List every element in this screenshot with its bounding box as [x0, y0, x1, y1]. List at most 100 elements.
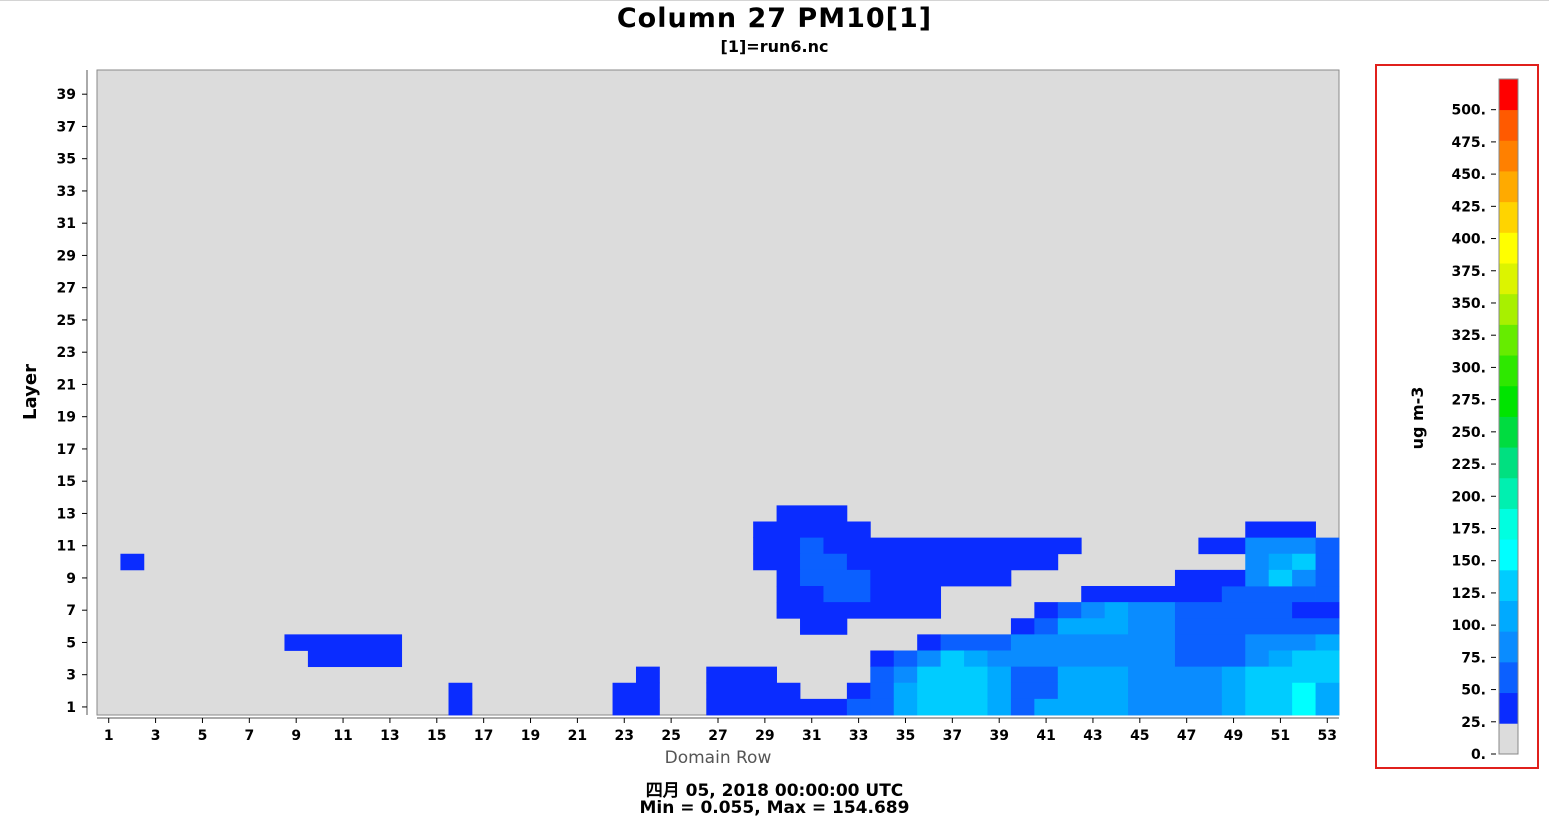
x-tick-label: 11	[333, 728, 352, 744]
heatmap-cell	[800, 537, 824, 555]
legend-swatch	[1499, 416, 1518, 448]
x-tick-label: 7	[244, 728, 254, 744]
y-tick-label: 37	[57, 119, 76, 135]
heatmap-cell	[800, 569, 871, 587]
heatmap-cell	[1268, 650, 1293, 668]
y-tick-label: 19	[57, 410, 76, 426]
heatmap-cell	[917, 650, 942, 668]
heatmap-cell	[1268, 553, 1293, 571]
x-tick-label: 3	[151, 728, 161, 744]
heatmap-cell	[1010, 650, 1176, 668]
heatmap-cell	[1174, 569, 1246, 587]
heatmap-cell	[1010, 666, 1059, 684]
heatmap-cell	[940, 650, 965, 668]
heatmap-cell	[1221, 682, 1246, 700]
heatmap-cell	[1245, 569, 1270, 587]
legend-swatch	[1499, 385, 1518, 417]
heatmap-cell	[1034, 698, 1129, 716]
heatmap-cell	[1315, 553, 1340, 571]
legend-swatch	[1499, 661, 1518, 694]
heatmap-cell	[823, 586, 871, 603]
legend-tick-label: 125.	[1451, 586, 1486, 602]
y-tick-label: 23	[57, 345, 76, 361]
top-divider	[0, 0, 1549, 1]
heatmap-cell	[800, 618, 848, 635]
y-tick-label: 13	[57, 506, 76, 522]
legend-tick-label: 50.	[1461, 683, 1486, 699]
heatmap-cell	[706, 682, 801, 700]
heatmap-cell	[284, 634, 403, 651]
axes: 1 3 5 7 9 11 13 15 17 19 21 23 25 27 29 31 33 35 37 39 41 43 4…	[57, 70, 1339, 744]
x-tick-label: 25	[661, 728, 680, 744]
heatmap-cell	[987, 666, 1012, 684]
heatmap-cell	[1245, 521, 1316, 539]
legend-swatch	[1499, 109, 1518, 141]
legend-swatch	[1499, 293, 1518, 325]
legend-tick-label: 300.	[1451, 360, 1486, 376]
x-tick-label: 51	[1271, 728, 1290, 744]
legend-tick-label: 150.	[1451, 554, 1486, 570]
heatmap-cell	[776, 569, 801, 587]
heatmap-cell	[120, 553, 145, 571]
heatmap-cell	[1221, 698, 1246, 716]
legend-tick-label: 225.	[1451, 457, 1486, 473]
heatmap-cell	[1245, 682, 1293, 700]
y-tick-label: 3	[66, 668, 76, 684]
x-tick-label: 43	[1083, 728, 1102, 744]
heatmap-cell	[917, 634, 942, 651]
heatmap-cell	[776, 602, 942, 619]
x-tick-label: 45	[1130, 728, 1149, 744]
legend-tick-label: 375.	[1451, 264, 1486, 280]
legend-swatch	[1499, 723, 1518, 755]
heatmap-cell	[893, 666, 918, 684]
x-tick-label: 15	[427, 728, 446, 744]
heatmap-cell	[1057, 682, 1129, 700]
x-tick-label: 37	[943, 728, 962, 744]
x-tick-label: 21	[568, 728, 587, 744]
chart-subtitle: [1]=run6.nc	[720, 37, 829, 56]
heatmap-cell	[1010, 698, 1035, 716]
heatmap-cell	[1292, 682, 1316, 700]
heatmap-cell	[753, 537, 801, 555]
heatmap-cell	[1010, 618, 1035, 635]
heatmap-cell	[1057, 618, 1129, 635]
heatmap-cell	[1292, 602, 1340, 619]
legend-swatch	[1499, 447, 1518, 479]
heatmap-cell	[846, 682, 871, 700]
legend-swatch	[1499, 569, 1518, 601]
y-tick-label: 11	[57, 539, 76, 555]
heatmap-cell	[870, 650, 895, 668]
legend-tick-label: 25.	[1461, 715, 1486, 731]
y-tick-label: 9	[66, 571, 76, 587]
legend-swatch	[1499, 508, 1518, 540]
heatmap-cell	[1221, 586, 1316, 603]
heatmap-cell	[1245, 698, 1293, 716]
legend-swatch	[1499, 692, 1518, 724]
x-tick-label: 17	[474, 728, 493, 744]
y-axis-label: Layer	[20, 364, 41, 420]
heatmap-cell	[893, 682, 918, 700]
x-tick-label: 9	[291, 728, 301, 744]
x-tick-label: 39	[989, 728, 1008, 744]
heatmap-cells	[120, 505, 1340, 716]
heatmap-cell	[800, 553, 848, 571]
heatmap-cell	[1221, 666, 1246, 684]
legend-swatch	[1499, 355, 1518, 387]
legend-tick-label: 0.	[1471, 747, 1486, 763]
legend-swatch	[1499, 539, 1518, 571]
heatmap-cell	[706, 698, 848, 716]
y-tick-label: 7	[66, 603, 76, 619]
heatmap-cell	[1174, 634, 1246, 651]
heatmap-cell	[1245, 634, 1316, 651]
heatmap-cell	[917, 682, 988, 700]
legend-swatch	[1499, 201, 1518, 233]
legend-tick-label: 350.	[1451, 296, 1486, 312]
heatmap-cell	[1034, 618, 1059, 635]
heatmap-cell	[448, 698, 473, 716]
date-label: 四月 05, 2018 00:00:00 UTC	[645, 781, 904, 801]
y-tick-label: 1	[66, 700, 76, 716]
legend-bar-border	[1498, 78, 1519, 755]
x-tick-label: 1	[104, 728, 114, 744]
heatmap-cell	[870, 586, 942, 603]
heatmap-cell	[1315, 650, 1340, 668]
